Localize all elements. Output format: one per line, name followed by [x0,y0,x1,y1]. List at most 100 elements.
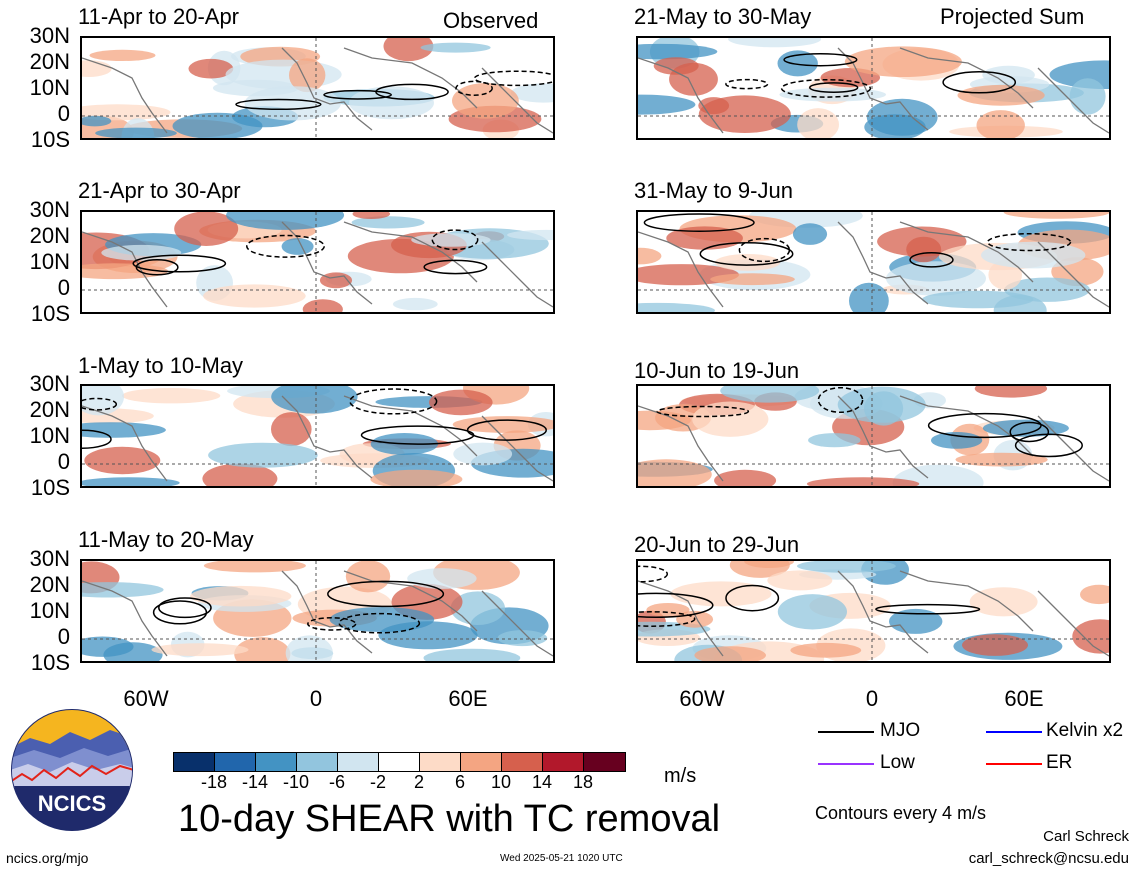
contour-note: Contours every 4 m/s [815,803,987,823]
mjo-contour [349,388,438,415]
colorbar-swatch [502,753,543,771]
shear-anomaly [510,83,553,103]
shear-anomaly [744,561,794,568]
coastline [82,221,553,308]
shear-map [82,386,553,486]
shear-map [638,38,1109,138]
colorbar-tick-label: -2 [369,772,387,792]
mjo-contour [986,232,1072,252]
mjo-contour [82,429,112,449]
panel-title: 20-Jun to 29-Jun [634,532,800,557]
shear-anomaly [921,290,1034,309]
shear-anomaly [844,46,962,77]
latitude-label: 20N [29,397,70,422]
shear-anomaly [383,38,434,62]
shear-anomaly [351,216,425,229]
shear-anomaly [452,416,553,433]
shear-anomaly [329,607,435,632]
latitude-label: 0 [57,101,70,126]
colorbar-tick-label: 14 [531,772,553,792]
shear-anomaly [720,386,820,403]
website-link[interactable]: ncics.org/mjo [6,850,89,866]
mjo-contour [235,98,322,111]
shear-anomaly [507,229,553,241]
shear-anomaly [190,585,292,607]
author-name: Carl Schreck [1043,828,1129,845]
mjo-contour [82,397,118,411]
shear-anomaly [931,432,983,449]
coastline [638,395,1109,482]
mjo-contour [158,597,212,619]
shear-anomaly [453,442,513,466]
colorbar-tick-label: 2 [413,772,425,792]
units-label: m/s [664,765,697,787]
shear-anomaly [281,238,314,255]
mjo-contour [780,78,872,98]
map-panel [80,384,555,488]
shear-anomaly [202,463,278,486]
longitude-label: 0 [309,686,323,711]
mjo-contour [135,259,179,276]
shear-anomaly [244,86,341,121]
latitude-label: 10S [30,127,70,152]
colorbar-tick-label: 18 [572,772,594,792]
shear-anomaly [792,223,828,245]
shear-anomaly [808,433,861,448]
latitude-label: 10N [29,75,70,100]
shear-anomaly [638,302,715,312]
shear-anomaly [89,49,156,61]
shear-anomaly [728,38,822,48]
shear-anomaly [82,636,134,657]
shear-anomaly [906,236,942,263]
panel-tag: Observed [443,8,539,33]
mjo-contour [656,405,750,418]
legend-swatch-kelvin [986,731,1042,733]
shear-anomaly [892,464,984,486]
shear-anomaly [974,386,1048,398]
mjo-contour [375,83,449,101]
shear-anomaly [779,87,886,102]
coastline [82,47,553,134]
mjo-contour [809,82,859,94]
latitude-label: 10N [29,423,70,448]
latitude-label: 10N [29,249,70,274]
mjo-contour [783,52,858,67]
shear-anomaly [797,561,896,573]
mjo-contour [725,78,769,90]
mjo-contour [699,241,794,266]
map-panel [80,36,555,140]
shear-anomaly [285,635,333,661]
mjo-contour [638,592,714,618]
legend-swatch-er [986,763,1042,765]
shear-anomaly [420,42,491,53]
latitude-label: 0 [57,449,70,474]
shear-anomaly [423,648,521,661]
colorbar-swatch [379,753,420,771]
mjo-contour [132,254,227,273]
longitude-label: 60E [448,686,488,711]
map-panel [636,559,1111,663]
shear-map [82,561,553,661]
coastline [638,221,1109,308]
latitude-label: 0 [57,624,70,649]
shear-anomaly [976,110,1025,138]
main-title: 10-day SHEAR with TC removal [178,798,721,840]
shear-anomaly [982,419,1069,437]
shear-anomaly [82,422,166,438]
shear-anomaly [714,469,777,486]
shear-anomaly [352,212,391,219]
legend-label-low: Low [880,752,915,773]
shear-anomaly [866,98,938,136]
latitude-label: 20N [29,49,70,74]
mjo-contour [338,612,421,634]
shear-anomaly [670,581,772,607]
map-panel [636,36,1111,140]
colorbar-tick-label: -6 [328,772,346,792]
shear-map [638,561,1109,661]
longitude-label: 60W [679,686,725,711]
colorbar-tick-label: -18 [200,772,228,792]
shear-anomaly [370,469,463,486]
latitude-label: 10S [30,475,70,500]
author-email[interactable]: carl_schreck@ncsu.edu [968,850,1129,867]
map-panel [80,559,555,663]
